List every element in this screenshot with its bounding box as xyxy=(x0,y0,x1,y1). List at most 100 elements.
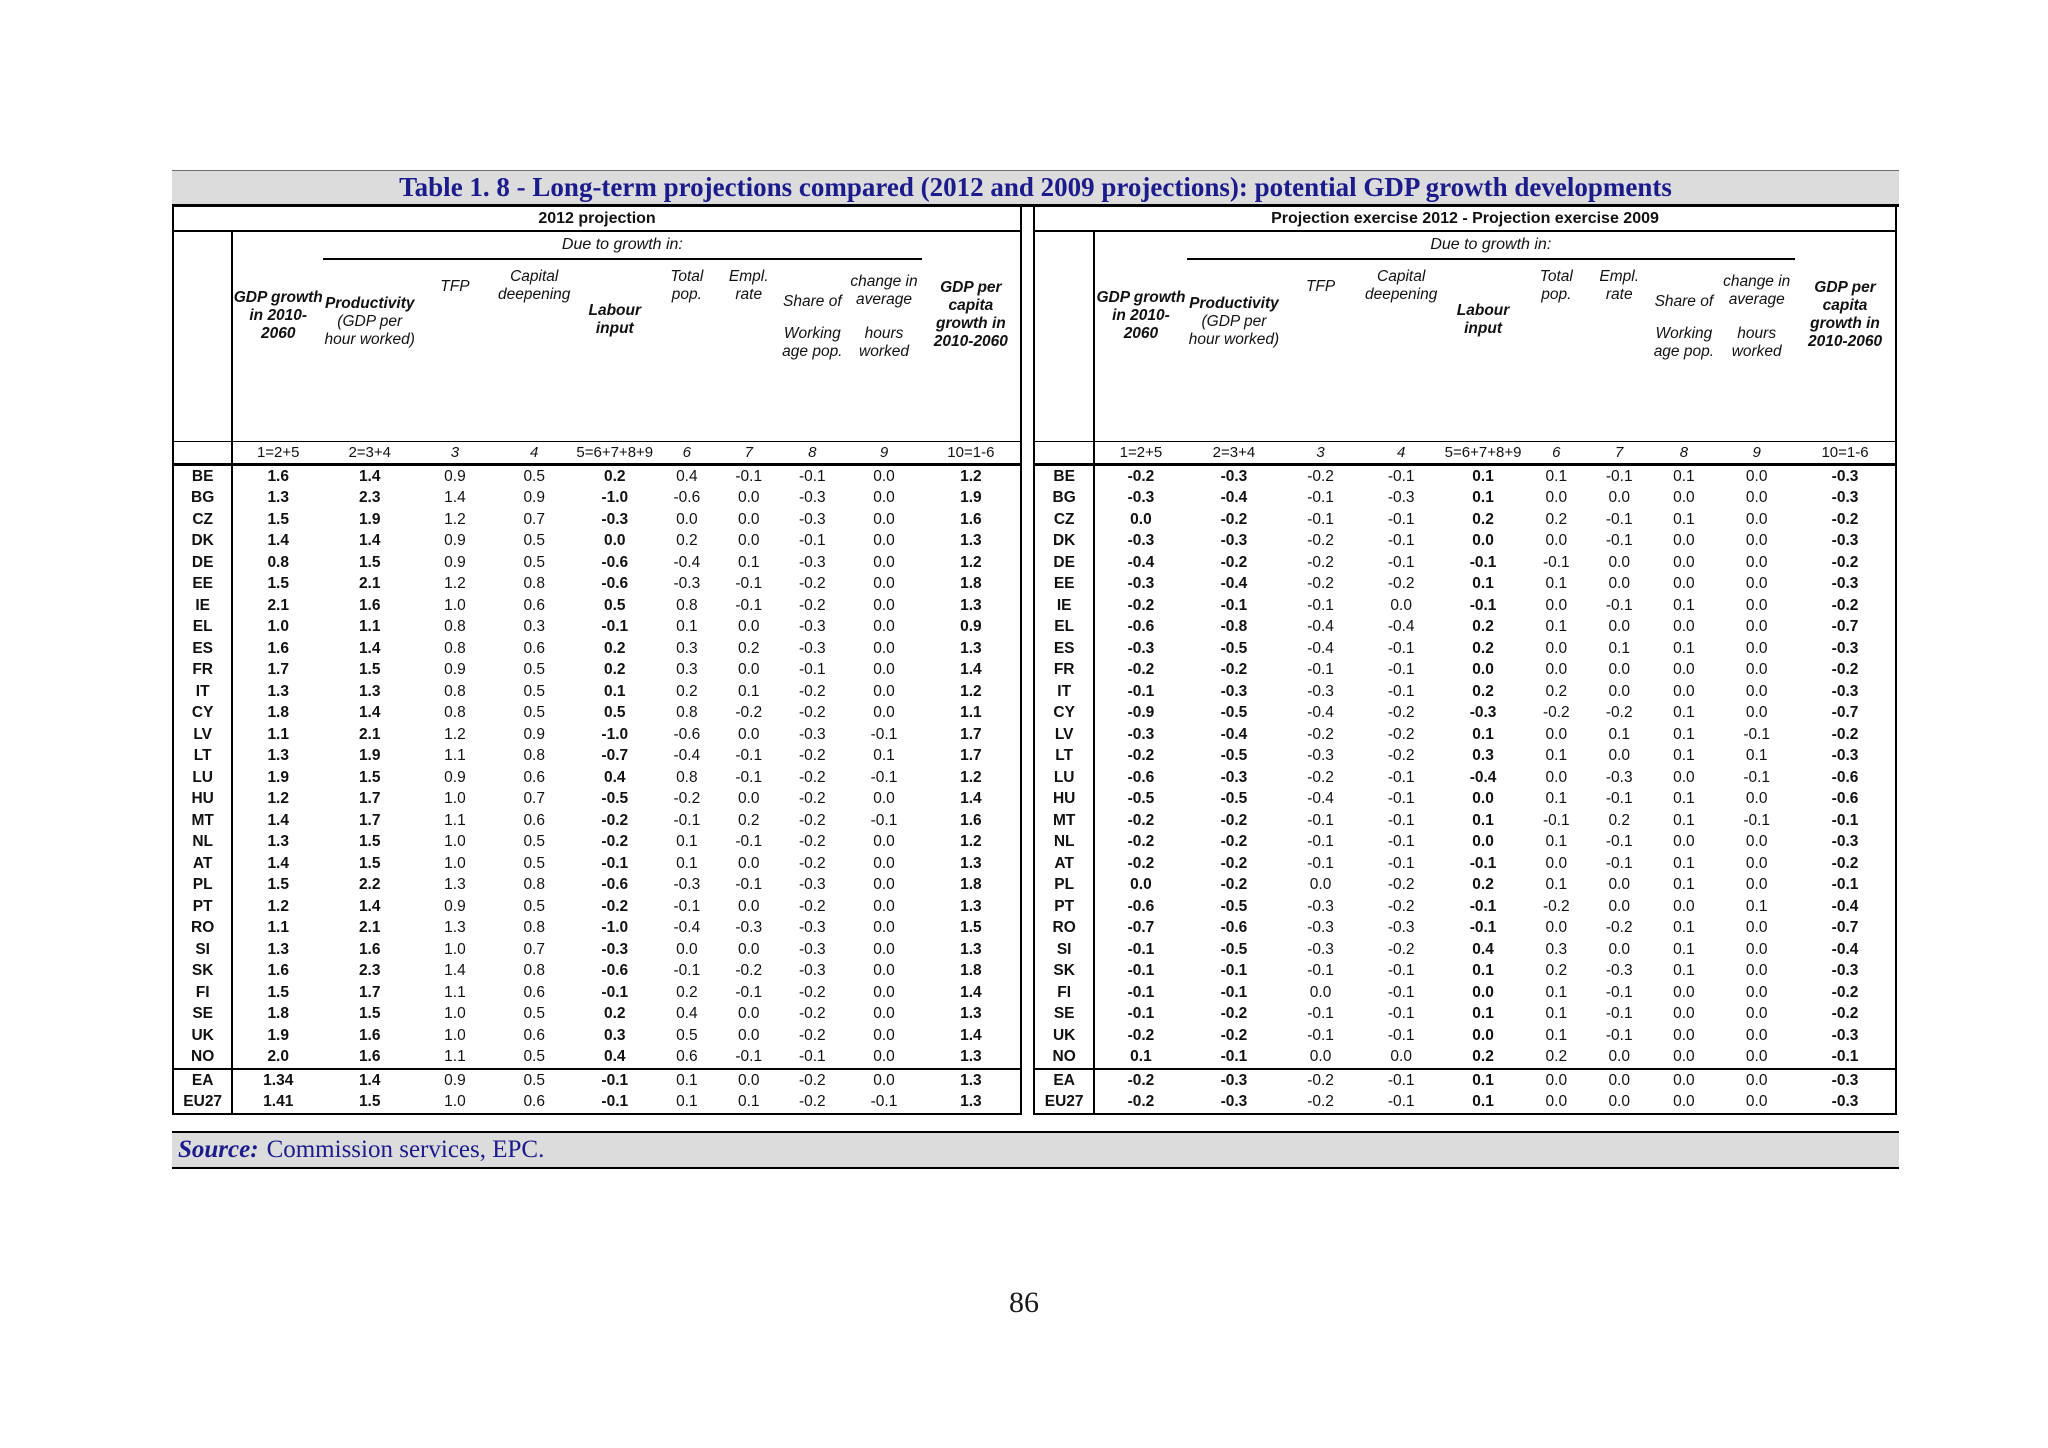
column-header-main: Productivity xyxy=(1189,295,1279,312)
value-cell: 0.0 xyxy=(873,1005,895,1023)
table-row: ES 1.6 1.4 0.8 0.6 0.2 0.3 0.2 -0.3 0.0 1.3 xyxy=(173,638,1021,660)
value-cell: -0.1 xyxy=(870,768,898,786)
value-cell: -0.2 xyxy=(673,790,701,808)
value-cell: 1.2 xyxy=(960,553,982,571)
value-cell: -0.2 xyxy=(798,1005,826,1023)
value-cell: -0.3 xyxy=(798,553,826,571)
value-cell: -0.3 xyxy=(601,510,629,528)
country-code: SI xyxy=(173,939,234,961)
value-cell: 0.1 xyxy=(737,682,760,700)
value-cell: 0.1 xyxy=(1673,811,1695,829)
value-cell: -0.2 xyxy=(1542,704,1570,722)
value-cell: 1.6 xyxy=(358,1026,381,1044)
value-cell: -0.2 xyxy=(798,575,826,593)
value-cell: 0.0 xyxy=(1673,768,1695,786)
value-cell: -0.2 xyxy=(798,811,826,829)
value-cell: -0.2 xyxy=(1220,854,1248,872)
value-cell: 0.5 xyxy=(603,596,626,614)
value-cell: 0.1 xyxy=(1472,725,1494,743)
column-number: 7 xyxy=(719,441,779,466)
value-cell: 0.2 xyxy=(1608,811,1630,829)
value-cell: 0.0 xyxy=(1745,489,1768,507)
value-cell: 1.5 xyxy=(267,876,289,894)
value-cell: 0.0 xyxy=(1472,790,1494,808)
value-cell: 0.0 xyxy=(1545,919,1568,937)
column-header-main: change in average xyxy=(850,273,918,308)
value-cell: 0.1 xyxy=(1673,639,1695,657)
value-cell: -0.6 xyxy=(1220,919,1248,937)
value-cell: 0.0 xyxy=(1309,876,1332,894)
value-cell: 0.0 xyxy=(873,618,895,636)
value-cell: 0.0 xyxy=(1745,682,1768,700)
value-cell: 0.0 xyxy=(1130,876,1152,894)
value-cell: -0.5 xyxy=(1220,897,1248,915)
value-cell: 0.0 xyxy=(1589,1068,1650,1092)
country-code: NO xyxy=(173,1046,234,1069)
value-cell: 0.9 xyxy=(444,553,466,571)
column-header: GDP growth in 2010-2060 xyxy=(232,259,323,442)
value-cell: -0.1 xyxy=(1127,1005,1155,1023)
column-header-main: GDP per capita growth in 2010-2060 xyxy=(933,279,1008,350)
value-cell: -0.1 xyxy=(1307,1005,1334,1023)
value-cell: 0.1 xyxy=(1472,1005,1494,1023)
table-row: HU 1.2 1.7 1.0 0.7 -0.5 -0.2 0.0 -0.2 0.0 1.4 xyxy=(173,788,1021,810)
value-cell: 0.0 xyxy=(1673,897,1695,915)
value-cell: 0.0 xyxy=(1745,940,1768,958)
value-cell: -0.3 xyxy=(1831,682,1859,700)
value-cell: 0.2 xyxy=(1545,682,1568,700)
country-code: SI xyxy=(1034,939,1096,961)
value-cell: -0.2 xyxy=(798,983,826,1001)
value-cell: 1.8 xyxy=(267,1005,289,1023)
value-cell: 0.1 xyxy=(1673,962,1695,980)
value-cell: 0.5 xyxy=(493,1068,575,1092)
spacer-cell xyxy=(922,231,1021,259)
country-code: IE xyxy=(173,595,234,617)
value-cell: 1.1 xyxy=(444,747,466,765)
table-row: LU 1.9 1.5 0.9 0.6 0.4 0.8 -0.1 -0.2 -0.1 1.2 xyxy=(173,767,1021,789)
value-cell: -0.2 xyxy=(1387,725,1415,743)
table-row: CY -0.9 -0.5 -0.4 -0.2 -0.3 -0.2 -0.2 0.1 0.0 -0.7 xyxy=(1034,702,1896,724)
table-row: EA -0.2 -0.3 -0.2 -0.1 0.1 0.0 0.0 0.0 0.0 -0.3 xyxy=(1034,1068,1896,1092)
value-cell: 2.1 xyxy=(358,919,381,937)
value-cell: 0.0 xyxy=(873,1026,895,1044)
column-number: 3 xyxy=(416,441,494,466)
value-cell: -0.3 xyxy=(1307,919,1334,937)
value-cell: -0.1 xyxy=(735,1048,763,1066)
value-cell: 0.0 xyxy=(1608,489,1630,507)
value-cell: -0.3 xyxy=(1220,467,1248,485)
value-cell: -0.3 xyxy=(1831,639,1859,657)
value-cell: 1.5 xyxy=(267,510,289,528)
value-cell: 0.0 xyxy=(1608,876,1630,894)
value-cell: 0.0 xyxy=(1745,919,1768,937)
table-title-band: Table 1. 8 - Long-term projections compa… xyxy=(172,170,1899,207)
value-cell: -0.1 xyxy=(1127,983,1155,1001)
country-header-spacer xyxy=(173,441,234,466)
country-code: DK xyxy=(173,530,234,552)
value-cell: 0.0 xyxy=(873,553,895,571)
table-row: ES -0.3 -0.5 -0.4 -0.1 0.2 0.0 0.1 0.1 0.0 -0.3 xyxy=(1034,638,1896,660)
value-cell: 0.0 xyxy=(1745,596,1768,614)
table-row: NL 1.3 1.5 1.0 0.5 -0.2 0.1 -0.1 -0.2 0.0 1.2 xyxy=(173,831,1021,853)
value-cell: 0.0 xyxy=(1673,1093,1695,1111)
value-cell: 0.0 xyxy=(1608,553,1630,571)
value-cell: -0.2 xyxy=(1831,983,1859,1001)
value-cell: 0.8 xyxy=(676,596,698,614)
value-cell: 2.3 xyxy=(358,962,381,980)
value-cell: 1.6 xyxy=(267,639,289,657)
country-code: LV xyxy=(1034,724,1096,746)
country-code: FR xyxy=(173,659,234,681)
value-cell: 1.2 xyxy=(960,682,982,700)
value-cell: 0.0 xyxy=(676,510,698,528)
value-cell: -0.2 xyxy=(1127,467,1155,485)
value-cell: 0.0 xyxy=(1649,1068,1719,1092)
value-cell: -0.9 xyxy=(1127,704,1155,722)
value-cell: -0.1 xyxy=(1220,962,1248,980)
country-code: AT xyxy=(1034,853,1096,875)
value-cell: 1.5 xyxy=(358,553,381,571)
value-cell: 1.4 xyxy=(267,854,289,872)
value-cell: 0.8 xyxy=(444,704,466,722)
country-code: NL xyxy=(1034,831,1096,853)
value-cell: 1.0 xyxy=(444,854,466,872)
table-row: LT -0.2 -0.5 -0.3 -0.2 0.3 0.1 0.0 0.1 0.1 -0.3 xyxy=(1034,745,1896,767)
value-cell: -0.2 xyxy=(1220,510,1248,528)
